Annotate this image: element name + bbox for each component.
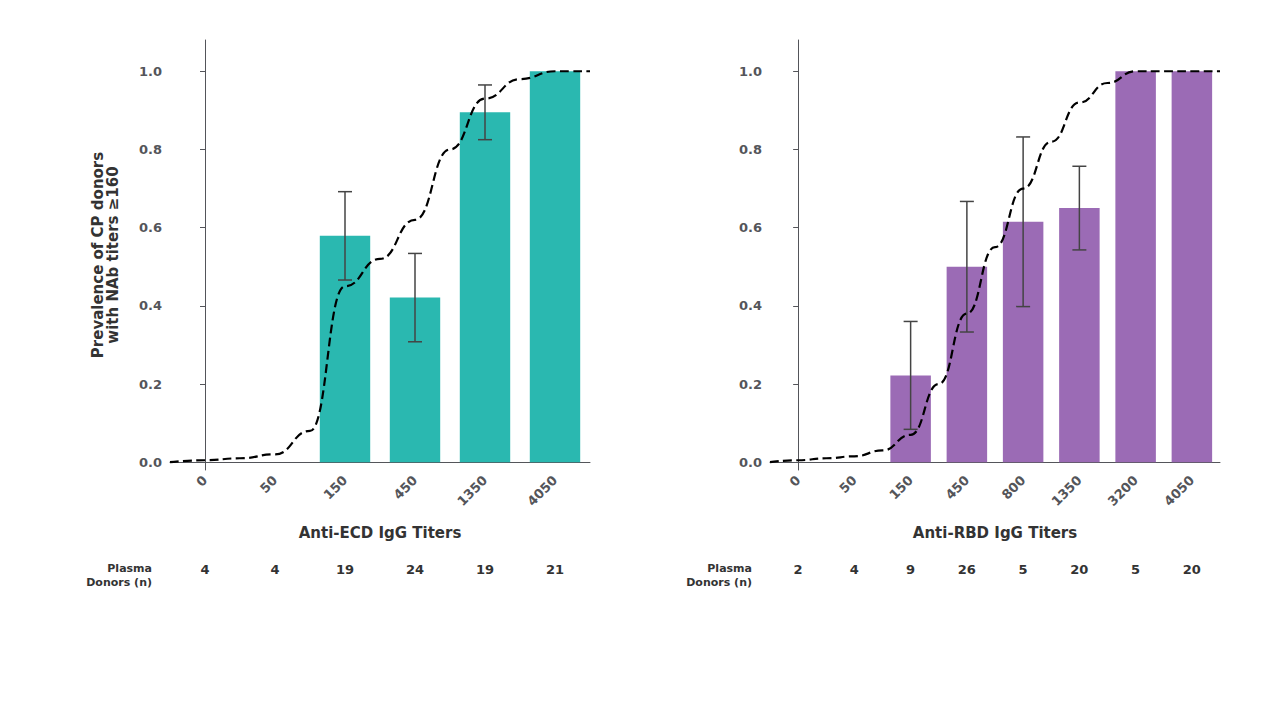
svg-text:1.0: 1.0 — [739, 64, 762, 79]
svg-text:Anti-RBD IgG Titers: Anti-RBD IgG Titers — [913, 524, 1077, 542]
svg-text:4050: 4050 — [1161, 473, 1197, 509]
svg-text:1350: 1350 — [1049, 473, 1085, 509]
svg-text:Prevalence of CP donors: Prevalence of CP donors — [88, 151, 107, 359]
svg-text:Anti-ECD IgG Titers: Anti-ECD IgG Titers — [299, 524, 462, 542]
svg-text:150: 150 — [886, 473, 916, 503]
svg-text:9: 9 — [906, 562, 915, 577]
svg-text:24: 24 — [406, 562, 424, 577]
svg-text:21: 21 — [546, 562, 564, 577]
svg-text:1.0: 1.0 — [139, 64, 162, 79]
svg-text:800: 800 — [999, 473, 1029, 503]
svg-text:19: 19 — [336, 562, 354, 577]
svg-text:Donors (n): Donors (n) — [686, 576, 752, 589]
svg-text:0.8: 0.8 — [739, 142, 762, 157]
svg-text:0.6: 0.6 — [139, 220, 162, 235]
svg-text:0: 0 — [786, 473, 803, 490]
svg-text:2: 2 — [794, 562, 803, 577]
svg-text:450: 450 — [942, 473, 972, 503]
svg-text:20: 20 — [1070, 562, 1088, 577]
svg-text:0.2: 0.2 — [139, 377, 162, 392]
svg-text:0.6: 0.6 — [739, 220, 762, 235]
svg-text:0.4: 0.4 — [739, 298, 762, 313]
svg-text:Plasma: Plasma — [107, 562, 152, 575]
svg-text:1350: 1350 — [454, 473, 490, 509]
svg-text:5: 5 — [1131, 562, 1140, 577]
svg-text:4050: 4050 — [524, 473, 560, 509]
svg-text:4: 4 — [850, 562, 859, 577]
svg-text:50: 50 — [257, 473, 280, 496]
svg-text:3200: 3200 — [1105, 473, 1141, 509]
svg-text:19: 19 — [476, 562, 494, 577]
svg-text:4: 4 — [270, 562, 279, 577]
svg-text:20: 20 — [1183, 562, 1201, 577]
svg-text:0.8: 0.8 — [139, 142, 162, 157]
svg-text:0.2: 0.2 — [739, 377, 762, 392]
svg-text:Plasma: Plasma — [707, 562, 752, 575]
svg-text:5: 5 — [1019, 562, 1028, 577]
svg-text:0: 0 — [193, 473, 210, 490]
svg-text:450: 450 — [391, 473, 421, 503]
svg-text:150: 150 — [321, 473, 351, 503]
svg-text:0.4: 0.4 — [139, 298, 162, 313]
svg-text:Donors (n): Donors (n) — [86, 576, 152, 589]
svg-text:with NAb titers ≥160: with NAb titers ≥160 — [104, 166, 122, 343]
svg-text:4: 4 — [200, 562, 209, 577]
svg-text:0.0: 0.0 — [739, 455, 762, 470]
svg-text:26: 26 — [958, 562, 976, 577]
svg-text:50: 50 — [836, 473, 859, 496]
svg-text:0.0: 0.0 — [139, 455, 162, 470]
